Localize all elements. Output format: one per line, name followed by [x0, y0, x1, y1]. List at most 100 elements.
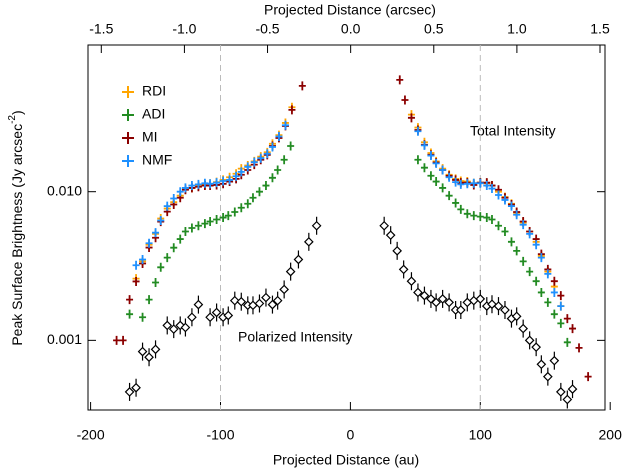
plus: [139, 312, 147, 322]
data-point: [420, 163, 428, 173]
diamond: [267, 299, 278, 310]
data-point: [224, 211, 232, 221]
diamond: [124, 387, 135, 397]
plus: [483, 213, 491, 223]
data-point: [452, 177, 460, 187]
data-point: [244, 199, 252, 209]
data-point: [494, 190, 502, 200]
data-point: [488, 215, 496, 225]
diamond: [524, 335, 535, 346]
plus: [244, 199, 252, 209]
plus: [181, 226, 189, 236]
plus: [414, 155, 422, 165]
x-tick-label: 0: [346, 427, 354, 443]
data-point: [470, 211, 478, 221]
x2-tick-label: 1.0: [507, 21, 527, 37]
data-point: [162, 316, 173, 335]
plus: [152, 228, 160, 238]
data-point: [475, 289, 486, 308]
plus: [226, 175, 234, 185]
data-point: [168, 320, 179, 339]
data-point: [150, 340, 161, 359]
x2-axis-label: Projected Distance (arcsec): [264, 2, 436, 18]
data-point: [126, 295, 134, 305]
diamond: [444, 297, 454, 308]
data-point: [501, 195, 509, 205]
plus: [457, 179, 465, 189]
data-point: [385, 226, 396, 245]
plus: [414, 126, 422, 136]
diamond: [385, 230, 396, 241]
x2-tick-label: -1.0: [172, 21, 196, 37]
plus: [501, 195, 509, 205]
data-point: [488, 184, 496, 194]
data-point: [414, 155, 422, 165]
data-point: [219, 176, 227, 186]
data-point: [513, 246, 521, 256]
plus: [280, 155, 288, 165]
data-point: [511, 307, 522, 326]
plus: [157, 262, 165, 272]
plus: [532, 276, 540, 286]
plus: [176, 187, 184, 197]
diamond: [211, 307, 222, 318]
plus: [176, 234, 184, 244]
plus: [488, 184, 496, 194]
diamond: [285, 266, 296, 277]
plus: [188, 223, 196, 233]
plus: [507, 201, 515, 211]
plus: [494, 221, 502, 231]
diamond: [500, 305, 510, 315]
data-point: [194, 221, 202, 231]
data-point: [537, 287, 545, 297]
plus: [287, 141, 295, 151]
plus: [250, 157, 258, 167]
diamond: [549, 355, 560, 366]
data-point: [519, 256, 527, 266]
data-point: [231, 207, 239, 217]
data-point: [170, 243, 178, 253]
data-point: [137, 342, 148, 361]
plus: [257, 153, 265, 163]
data-point: [274, 165, 282, 175]
diamond: [493, 301, 504, 311]
plus: [537, 253, 545, 263]
x2-tick-label: -1.5: [89, 21, 113, 37]
data-point: [379, 216, 390, 235]
data-point: [550, 287, 558, 297]
plus: [427, 171, 435, 181]
data-point: [213, 178, 221, 188]
data-point: [249, 193, 257, 203]
diamond: [261, 292, 271, 303]
data-point: [287, 141, 295, 151]
plus: [488, 215, 496, 225]
data-point: [444, 293, 454, 312]
diamond: [229, 295, 240, 306]
data-point: [188, 223, 196, 233]
plus: [219, 213, 227, 223]
data-point: [432, 177, 440, 187]
plus: [463, 209, 471, 219]
legend-marker: [122, 132, 134, 144]
diamond: [131, 382, 141, 393]
diamond: [193, 299, 204, 310]
data-point: [457, 204, 465, 214]
data-point: [257, 153, 265, 163]
plus: [213, 178, 221, 188]
plus: [445, 191, 453, 201]
legend-label: NMF: [142, 152, 172, 168]
data-point: [113, 335, 121, 345]
plus: [563, 314, 571, 324]
data-point: [431, 293, 441, 312]
plus: [519, 220, 527, 230]
plus: [275, 132, 283, 142]
data-point: [487, 295, 497, 314]
plus: [550, 276, 558, 286]
data-point: [439, 183, 447, 193]
diamond: [311, 220, 322, 231]
data-point: [131, 378, 141, 397]
data-point: [401, 95, 409, 105]
data-point: [563, 314, 571, 324]
data-point: [494, 221, 502, 231]
